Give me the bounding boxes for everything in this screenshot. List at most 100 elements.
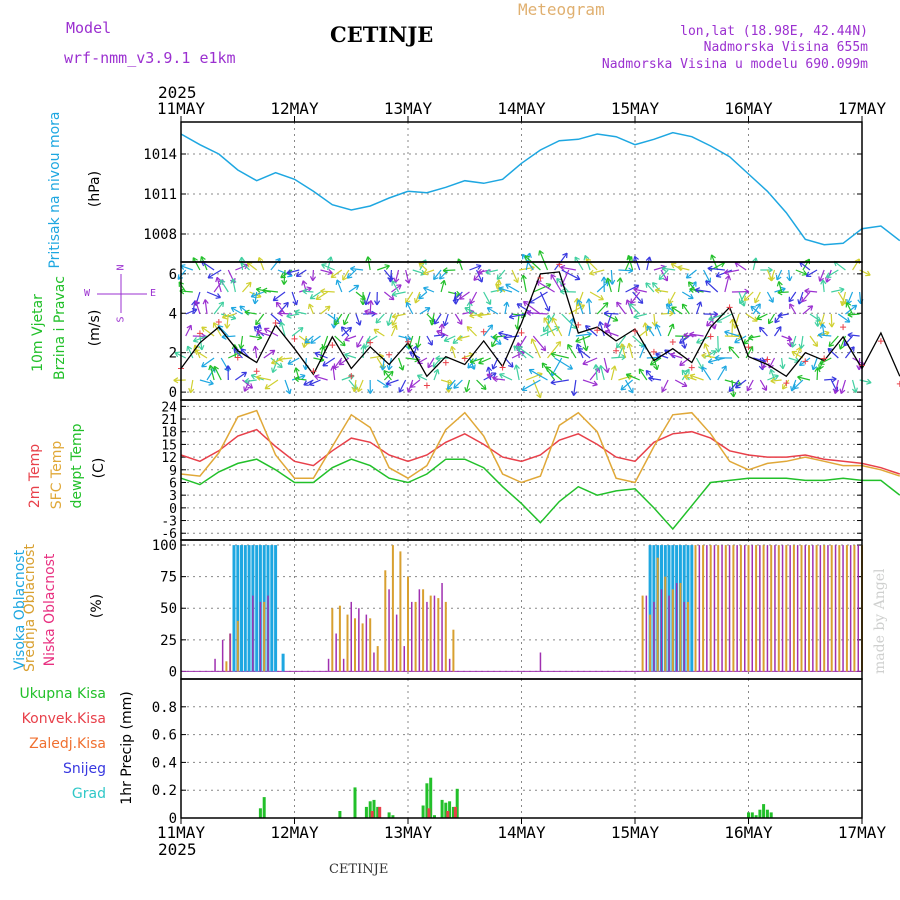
wind-arrowhead: [633, 255, 639, 262]
wind-arrow: [819, 269, 825, 282]
wind-arrow: [526, 373, 543, 381]
wind-arrow: [683, 334, 697, 337]
wind-arrowhead: [193, 300, 200, 306]
wind-arrowhead: [633, 313, 639, 320]
wind-arrow: [576, 343, 584, 359]
cloud-high-bar: [232, 545, 236, 672]
wind-arrow: [577, 291, 584, 307]
wind-arrow: [314, 352, 328, 359]
wind-arrowhead: [364, 309, 370, 316]
wind-arrowhead: [847, 311, 853, 318]
wind-arrow: [716, 313, 733, 323]
wind-arrow: [451, 346, 456, 359]
wind-arrow: [599, 321, 605, 337]
wind-arrow: [793, 379, 804, 390]
wind-arrowhead: [464, 306, 470, 313]
cloud-mid-bar: [845, 545, 848, 672]
wind-arrow: [708, 357, 726, 363]
wind-arrow: [320, 269, 333, 274]
wind-arrow: [777, 313, 789, 317]
precip-total-bar: [433, 815, 436, 818]
pressure-unit: (hPa): [87, 170, 103, 208]
wind-arrow: [809, 335, 818, 347]
cloud-low-bar: [819, 545, 822, 672]
wind-arrow: [573, 379, 577, 396]
wind-arrowhead: [602, 302, 609, 308]
cloud-low-bar: [774, 545, 776, 672]
wind-arrowhead: [375, 317, 382, 324]
wind-arrow: [189, 379, 194, 393]
wind-arrow: [770, 269, 776, 281]
wind-arrow: [511, 351, 525, 359]
wind-arrow: [679, 335, 690, 344]
wind-arrow: [272, 357, 279, 373]
precip-total-bar: [769, 812, 773, 818]
compass-west: W: [84, 288, 91, 299]
y-tick-label: 24: [161, 400, 177, 415]
wind-arrow: [819, 357, 832, 365]
wind-arrowhead: [701, 366, 707, 372]
compass-east: E: [150, 288, 157, 299]
wind-arrowhead: [356, 342, 362, 348]
panel-4-grid: 0 0.2 0.4 0.6 0.8: [152, 679, 862, 827]
wind-arrowhead: [344, 352, 350, 359]
wind-arrowhead: [415, 342, 422, 349]
wind-arrow: [433, 313, 442, 325]
precip-total-bar: [338, 811, 342, 818]
wind-arrow: [532, 335, 547, 352]
wind-arrow: [734, 335, 747, 344]
wind-arrow: [655, 324, 662, 337]
wind-arrow: [626, 373, 640, 381]
cloud-mid-bar: [830, 545, 833, 672]
precip-total-bar: [258, 808, 262, 818]
wind-arrow: [670, 263, 683, 271]
wind-arrow: [833, 260, 846, 271]
wind-arrow: [828, 335, 839, 347]
wind-arrowhead: [338, 359, 345, 366]
wind-arrow: [394, 269, 400, 283]
cloud-mid-bar: [762, 545, 765, 672]
wind-arrow: [717, 335, 719, 353]
wind-arrow: [624, 256, 633, 271]
wind-arrow: [453, 291, 463, 301]
wind-arrowhead: [491, 372, 497, 378]
wind-arrow: [805, 269, 818, 277]
wind-arrowhead: [476, 264, 482, 270]
x-tick-label-top: 16MAY: [724, 99, 773, 118]
wind-arrow: [496, 269, 506, 280]
wind-gust-mark: [423, 382, 430, 389]
precip-total-bar: [758, 809, 762, 818]
wind-arrow: [677, 266, 690, 271]
cloud-mid-bar: [747, 545, 750, 672]
wind-arrow: [343, 313, 350, 325]
wind-arrowhead: [746, 385, 752, 392]
wind-arrow: [185, 324, 192, 337]
panel-1-grid: 0 2 4 6: [169, 262, 862, 401]
wind-arrow: [686, 269, 697, 279]
wind-arrowhead: [442, 320, 449, 327]
wind-arrowhead: [574, 256, 580, 262]
wind-arrowhead: [215, 293, 222, 299]
wind-arrowhead: [365, 256, 372, 262]
wind-arrowhead: [496, 339, 502, 345]
wind-arrowhead: [492, 333, 498, 340]
wind-arrowhead: [292, 299, 299, 306]
wind-arrowhead: [520, 274, 527, 280]
cloud-mid-bar: [225, 661, 228, 672]
wind-arrowhead: [310, 338, 316, 344]
wind-arrow: [199, 379, 214, 385]
wind-arrowhead: [224, 323, 231, 329]
cloud-low-bar: [849, 545, 852, 672]
wind-arrowhead: [446, 384, 453, 390]
wind-arrow: [313, 357, 325, 361]
wind-arrow: [582, 379, 598, 386]
wind-arrowhead: [728, 386, 735, 393]
wind-arrow: [822, 279, 825, 293]
y-tick-label: 75: [160, 570, 177, 586]
wind-arrow: [320, 290, 335, 293]
wind-arrow: [383, 370, 392, 381]
wind-arrowhead: [498, 330, 504, 337]
wind-arrow: [575, 298, 578, 315]
wind-arrowhead: [241, 371, 248, 378]
wind-arrow: [728, 379, 740, 392]
